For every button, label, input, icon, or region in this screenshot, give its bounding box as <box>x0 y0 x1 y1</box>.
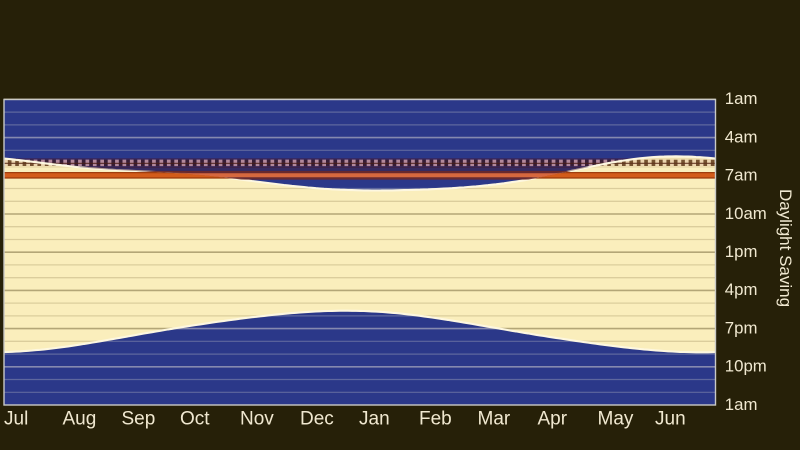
svg-text:May: May <box>598 409 634 430</box>
svg-text:Daylight Saving: Daylight Saving <box>776 189 795 307</box>
svg-text:1am: 1am <box>725 395 758 414</box>
svg-text:Feb: Feb <box>419 409 452 430</box>
svg-text:7am: 7am <box>725 166 758 185</box>
svg-text:Jul: Jul <box>4 409 28 430</box>
svg-text:Jun: Jun <box>655 409 686 430</box>
svg-text:10am: 10am <box>725 204 767 223</box>
svg-text:10pm: 10pm <box>725 357 767 376</box>
svg-text:1am: 1am <box>725 89 758 108</box>
svg-text:Oct: Oct <box>180 409 210 430</box>
svg-text:Sep: Sep <box>122 409 156 430</box>
svg-text:Apr: Apr <box>538 409 568 430</box>
svg-text:4pm: 4pm <box>725 280 758 299</box>
svg-text:1pm: 1pm <box>725 242 758 261</box>
svg-text:Nov: Nov <box>240 409 274 430</box>
svg-text:Aug: Aug <box>63 409 97 430</box>
svg-text:Dec: Dec <box>300 409 334 430</box>
svg-text:4am: 4am <box>725 127 758 146</box>
svg-text:Mar: Mar <box>478 409 511 430</box>
svg-text:7pm: 7pm <box>725 318 758 337</box>
svg-text:Jan: Jan <box>359 409 390 430</box>
